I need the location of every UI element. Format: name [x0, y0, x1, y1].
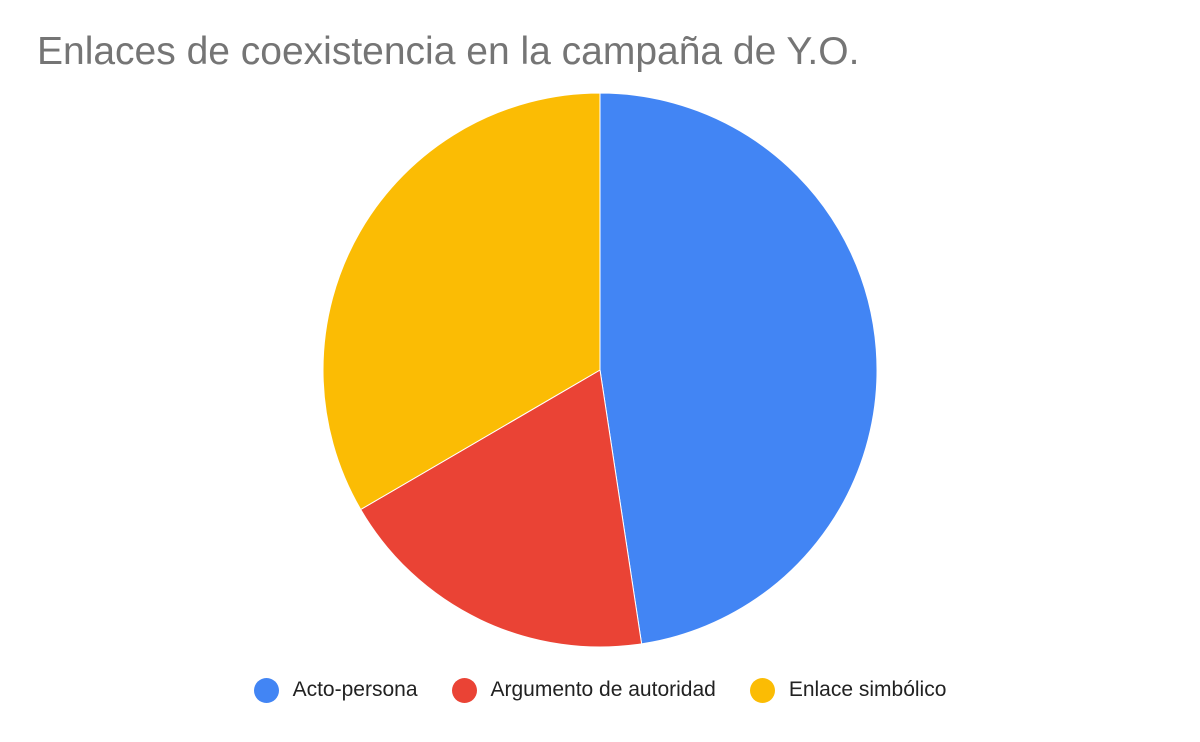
legend-item-acto-persona[interactable]: Acto-persona: [253, 677, 418, 703]
legend: Acto-persona Argumento de autoridad Enla…: [0, 672, 1200, 708]
legend-label-argumento-de-autoridad: Argumento de autoridad: [490, 678, 716, 701]
pie-slice-enlace-simbolico[interactable]: [322, 92, 601, 511]
legend-swatch-argumento-de-autoridad: [451, 677, 477, 703]
pie-slice-acto-persona[interactable]: [599, 92, 878, 645]
legend-item-argumento-de-autoridad[interactable]: Argumento de autoridad: [451, 677, 716, 703]
legend-swatch-acto-persona: [253, 677, 279, 703]
pie-slice-argumento-de-autoridad[interactable]: [360, 369, 643, 648]
chart-title: Enlaces de coexistencia en la campaña de…: [37, 30, 860, 73]
legend-swatch-enlace-simbolico: [749, 677, 775, 703]
legend-label-enlace-simbolico: Enlace simbólico: [788, 678, 947, 701]
legend-item-enlace-simbolico[interactable]: Enlace simbólico: [749, 677, 947, 703]
legend-label-acto-persona: Acto-persona: [292, 678, 418, 701]
